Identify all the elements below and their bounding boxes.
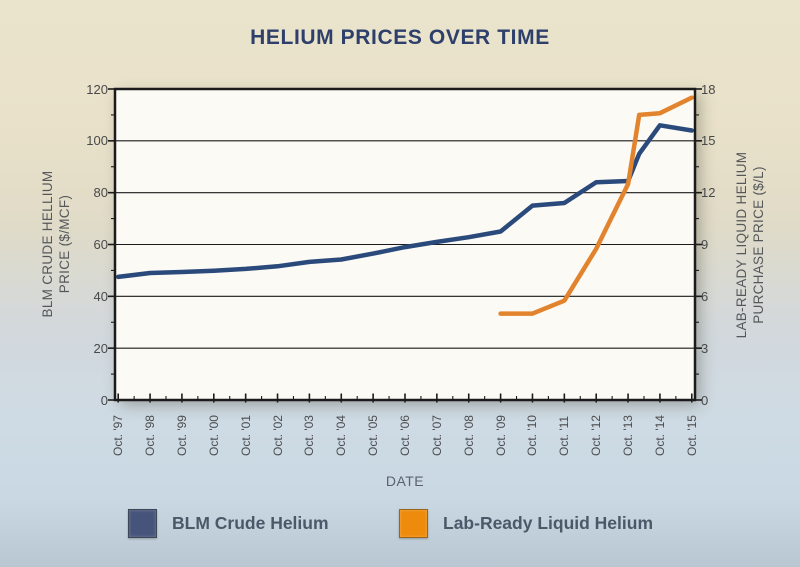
left-axis-title-line1: BLM CRUDE HELLIUM	[40, 170, 55, 318]
right-tick-label: 9	[701, 237, 709, 252]
right-axis-title: LAB-READY LIQUID HELIUM PURCHASE PRICE (…	[733, 75, 767, 415]
right-axis-title-line1: LAB-READY LIQUID HELIUM	[734, 151, 749, 339]
series-line-blm-crude-helium	[115, 123, 695, 280]
left-tick-label: 40	[93, 288, 108, 304]
right-tick-label: 6	[701, 288, 709, 304]
left-tick-label: 20	[93, 340, 108, 356]
x-tick-label: Oct. '06	[398, 415, 412, 456]
x-tick-label: Oct. '10	[525, 415, 540, 456]
x-tick-label: Oct. '08	[461, 415, 476, 456]
x-tick-label: Oct. '15	[684, 415, 699, 456]
legend: BLM Crude Helium Lab-Ready Liquid Helium	[0, 509, 800, 543]
x-tick-label: Oct. '02	[270, 415, 285, 456]
legend-item-lab-ready: Lab-Ready Liquid Helium	[399, 509, 653, 538]
x-tick-label: Oct. '09	[493, 415, 508, 456]
right-tick-label: 0	[701, 392, 709, 408]
left-tick-label: 80	[93, 185, 108, 201]
chart-title: HELIUM PRICES OVER TIME	[250, 26, 550, 49]
x-tick-label: Oct. '97	[111, 415, 126, 456]
x-tick-label: Oct. '99	[174, 415, 189, 456]
blm-crude-swatch	[128, 509, 157, 538]
left-tick-label: 60	[93, 237, 108, 252]
left-axis-tick-labels: 0 20 40 60 80 100 120	[68, 0, 108, 430]
right-axis-tick-labels: 0 3 6 9 12 15 18	[701, 0, 743, 430]
lab-ready-swatch	[399, 509, 428, 538]
x-tick-label: Oct. '12	[589, 415, 604, 456]
x-tick-label: Oct. '11	[557, 415, 572, 456]
x-tick-label: Oct. '07	[429, 415, 444, 456]
x-tick-label: Oct. '98	[143, 415, 158, 456]
series-line-lab-ready-liquid-helium	[498, 95, 695, 316]
plot-frame	[113, 87, 697, 402]
x-tick-label: Oct. '01	[238, 415, 253, 456]
x-tick-label: Oct. '05	[366, 415, 381, 456]
right-tick-label: 18	[701, 81, 716, 97]
left-axis-title: BLM CRUDE HELLIUM PRICE ($/MCF)	[39, 84, 73, 404]
x-axis-title: DATE	[385, 473, 425, 489]
x-tick-label: Oct. '03	[302, 415, 317, 456]
legend-item-blm-crude: BLM Crude Helium	[128, 509, 329, 538]
right-tick-label: 12	[701, 185, 716, 201]
x-tick-label: Oct. '04	[334, 415, 349, 456]
right-axis-title-line2: PURCHASE PRICE ($/L)	[751, 166, 766, 324]
x-tick-label: Oct. '13	[621, 415, 636, 456]
left-axis-title-line2: PRICE ($/MCF)	[57, 194, 72, 294]
x-tick-label: Oct. '14	[652, 415, 667, 456]
lab-ready-legend-label: Lab-Ready Liquid Helium	[443, 513, 654, 533]
blm-crude-legend-label: BLM Crude Helium	[172, 513, 329, 533]
x-tick-label: Oct. '00	[206, 415, 221, 456]
left-tick-label: 120	[86, 81, 108, 97]
left-tick-label: 100	[86, 133, 108, 149]
right-tick-label: 15	[701, 133, 716, 149]
right-tick-label: 3	[701, 340, 709, 356]
left-tick-label: 0	[100, 392, 108, 408]
